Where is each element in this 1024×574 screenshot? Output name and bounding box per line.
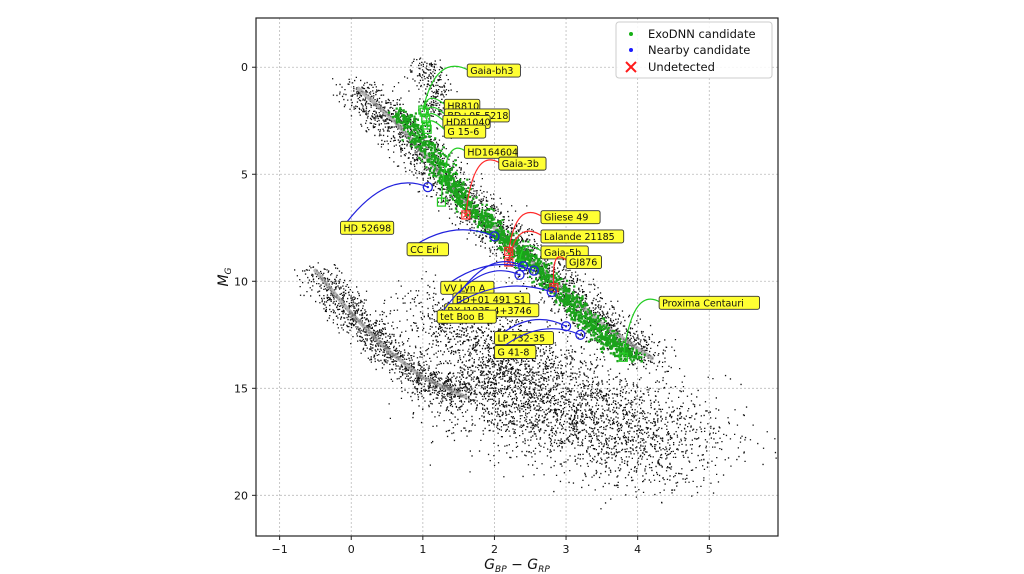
circle-marker-icon bbox=[528, 265, 539, 276]
annotation-g-41-8: G 41-8 bbox=[493, 328, 586, 359]
legend-item-nearby: Nearby candidate bbox=[629, 43, 750, 57]
annotation-label: CC Eri bbox=[410, 245, 439, 256]
annotation-label: Gliese 49 bbox=[544, 213, 588, 224]
annotation-lp-732-35: LP 732-35 bbox=[493, 318, 572, 346]
x-tick-label: 4 bbox=[634, 543, 641, 556]
grid-lines bbox=[256, 18, 778, 536]
annotation-label: BD+01 491 S1 bbox=[456, 295, 526, 306]
blue-dot-icon bbox=[629, 48, 633, 52]
square-marker-icon bbox=[436, 197, 447, 207]
y-tick-label: 20 bbox=[234, 489, 248, 502]
circle-marker-icon bbox=[517, 261, 529, 272]
red-x-icon bbox=[625, 61, 637, 73]
annotation-box bbox=[340, 220, 395, 235]
annotation-cc-eri: CC Eri bbox=[406, 229, 500, 257]
annotation-label: HD164604 bbox=[467, 147, 518, 158]
square-marker-icon bbox=[422, 124, 432, 134]
legend-label: ExoDNN candidate bbox=[648, 27, 756, 41]
annotation-label: GJ876 bbox=[569, 258, 597, 269]
square-marker-icon bbox=[618, 352, 628, 362]
annotation-label: HR810 bbox=[447, 101, 479, 112]
annotation-box bbox=[463, 144, 519, 159]
annotation-label: VV Lyn A bbox=[444, 283, 486, 294]
x-tick-label: 0 bbox=[348, 543, 355, 556]
x-axis-label: GBP − GRP bbox=[484, 557, 550, 574]
annotation-label: G 15-6 bbox=[447, 127, 479, 138]
x-tick-label: −1 bbox=[272, 543, 288, 556]
annotation-label: Gaia-5b bbox=[544, 248, 581, 259]
annotation-label: Gaia-bh3 bbox=[470, 66, 513, 77]
legend-box bbox=[615, 21, 773, 79]
annotation-gaia-3b: Gaia-3b bbox=[461, 156, 547, 220]
legend-item-exodnn: ExoDNN candidate bbox=[629, 27, 756, 41]
circle-marker-icon bbox=[575, 329, 586, 340]
annotation-box bbox=[565, 255, 602, 270]
y-tick-label: 10 bbox=[234, 275, 248, 288]
exodnn-candidate-points bbox=[387, 107, 646, 363]
axis-ticks: −1 0 1 2 3 4 5 0 5 10 15 20 bbox=[234, 61, 713, 556]
circle-marker-icon bbox=[422, 181, 434, 193]
x-tick-label: 3 bbox=[563, 543, 570, 556]
annotation-label: tet Boo B bbox=[440, 312, 484, 323]
annotation-hd-52698: HD 52698 bbox=[340, 181, 434, 235]
annotation-hd164604: HD164604 bbox=[436, 144, 519, 207]
annotation-label: HD 52698 bbox=[343, 223, 391, 234]
annotation-box bbox=[658, 295, 760, 310]
annotation-g-15-6: G 15-6 bbox=[422, 120, 487, 139]
plot-frame bbox=[255, 17, 779, 537]
annotation-tet-boo-b: tet Boo B bbox=[436, 269, 525, 324]
legend-label: Undetected bbox=[648, 60, 715, 74]
green-dot-icon bbox=[629, 32, 633, 36]
legend-label: Nearby candidate bbox=[648, 43, 750, 57]
y-tick-label: 15 bbox=[234, 382, 248, 395]
x-tick-label: 2 bbox=[491, 543, 498, 556]
x-marker-icon bbox=[504, 246, 514, 256]
annotation-box bbox=[436, 309, 497, 324]
annotation-proxima-centauri: Proxima Centauri bbox=[618, 295, 760, 362]
annotation-label: Lalande 21185 bbox=[544, 232, 615, 243]
annotation-gj876: GJ876 bbox=[549, 255, 602, 293]
circle-marker-icon bbox=[546, 286, 557, 298]
annotation-label: HD81040 bbox=[446, 117, 491, 128]
x-tick-label: 5 bbox=[706, 543, 713, 556]
y-tick-label: 5 bbox=[241, 168, 248, 181]
circle-marker-icon bbox=[514, 269, 525, 281]
y-tick-label: 0 bbox=[241, 61, 248, 74]
annotation-box bbox=[406, 242, 449, 257]
x-marker-icon bbox=[461, 210, 471, 220]
annotation-lalande-21185: Lalande 21185 bbox=[504, 229, 625, 267]
annotation-gliese-49: Gliese 49 bbox=[504, 210, 601, 256]
annotation-label: G 41-8 bbox=[497, 347, 529, 358]
legend: ExoDNN candidate Nearby candidate Undete… bbox=[615, 21, 773, 79]
background-star-scatter bbox=[294, 57, 777, 510]
annotation-box bbox=[540, 210, 601, 225]
annotation-box bbox=[540, 229, 625, 244]
circle-marker-icon bbox=[489, 231, 500, 242]
square-marker-icon bbox=[419, 107, 429, 117]
annotation-box bbox=[493, 331, 554, 346]
annotation-box bbox=[443, 124, 487, 139]
annotation-box bbox=[498, 156, 547, 171]
y-axis-label: MG bbox=[216, 267, 234, 286]
annotation-label: Proxima Centauri bbox=[662, 298, 744, 309]
annotation-label: Gaia-3b bbox=[502, 159, 539, 170]
annotation-box bbox=[493, 345, 537, 359]
legend-item-undetected: Undetected bbox=[625, 60, 715, 74]
annotation-label: LP 732-35 bbox=[497, 334, 545, 345]
x-tick-label: 1 bbox=[419, 543, 426, 556]
square-marker-icon bbox=[421, 114, 431, 124]
annotation-box bbox=[466, 63, 521, 78]
